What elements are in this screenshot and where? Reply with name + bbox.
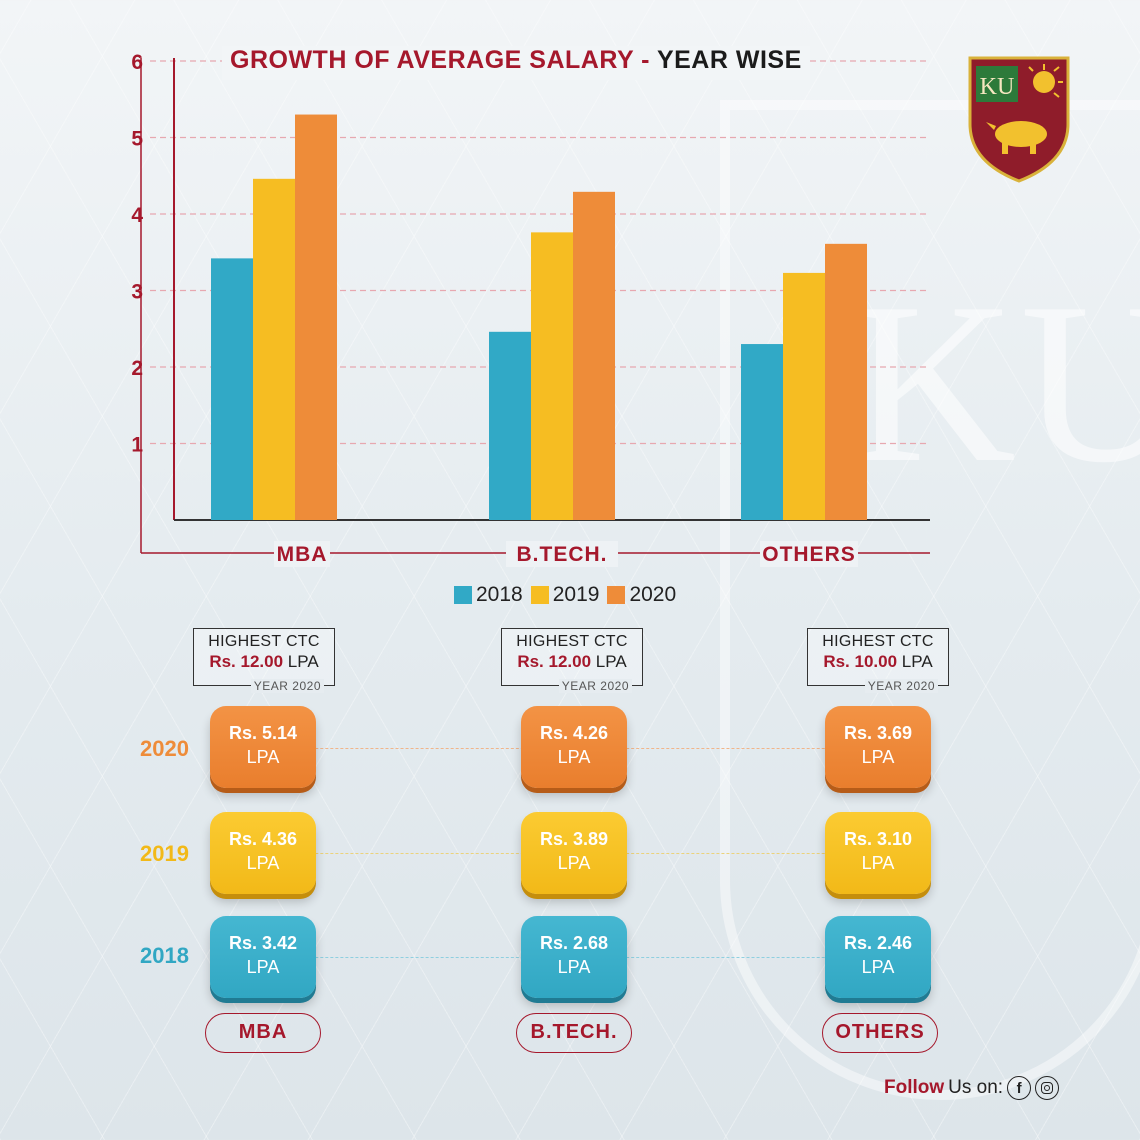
bar-mba-2020 (295, 114, 337, 521)
logo-text: KU (980, 74, 1015, 100)
bar-others-2019 (783, 272, 825, 520)
salary-pill-mba-2018: Rs. 3.42 LPA (210, 916, 316, 998)
salary-pill-others-2018: Rs. 2.46 LPA (825, 916, 931, 998)
year-label-2019: 2019 (140, 841, 189, 866)
highest-ctc-mba: HIGHEST CTC Rs. 12.00 LPA YEAR 2020 (193, 628, 335, 693)
legend-label-2019: 2019 (552, 583, 600, 606)
follow-rest: Us on: (948, 1077, 1004, 1098)
y-tick-label-3: 3 (131, 281, 143, 304)
ctc-year: YEAR 2020 (864, 679, 938, 693)
salary-pill-others-2019: Rs. 3.10 LPA (825, 812, 931, 894)
salary-pill-mba-2020: Rs. 5.14 LPA (210, 706, 316, 788)
category-pill-others: OTHERS (822, 1013, 938, 1053)
ctc-label: HIGHEST CTC (208, 633, 320, 650)
salary-pill-others-2020: Rs. 3.69 LPA (825, 706, 931, 788)
chart-legend: 2018 2019 2020 (454, 583, 676, 607)
ctc-year: YEAR 2020 (558, 679, 632, 693)
highest-ctc-others: HIGHEST CTC Rs. 10.00 LPA YEAR 2020 (807, 628, 949, 693)
ctc-year: YEAR 2020 (250, 679, 324, 693)
category-pill-btech: B.TECH. (516, 1013, 632, 1053)
highest-ctc-btech: HIGHEST CTC Rs. 12.00 LPA YEAR 2020 (501, 628, 643, 693)
y-tick-label-2: 2 (131, 357, 143, 380)
category-label-bg (506, 541, 618, 567)
follow-us: Follow Us on: f (884, 1076, 1060, 1100)
university-logo: KU (968, 56, 1070, 183)
bar-btech-2018 (489, 331, 531, 520)
legend-item-2019: 2019 (530, 583, 600, 607)
salary-pill-btech-2019: Rs. 3.89 LPA (521, 812, 627, 894)
x-tick-label-btech: B.TECH. (517, 543, 608, 566)
legend-swatch-2019 (530, 586, 549, 604)
salary-pill-btech-2020: Rs. 4.26 LPA (521, 706, 627, 788)
ctc-value: Rs. 12.00 LPA (209, 652, 319, 671)
category-label-bg (760, 541, 858, 567)
legend-label-2018: 2018 (476, 583, 523, 606)
instagram-icon[interactable] (1035, 1076, 1060, 1100)
facebook-icon[interactable]: f (1007, 1076, 1032, 1100)
legend-swatch-2018 (454, 586, 472, 604)
x-tick-label-others: OTHERS (762, 543, 856, 566)
bar-others-2020 (825, 243, 867, 520)
ctc-value: Rs. 10.00 LPA (823, 652, 933, 671)
bar-btech-2019 (531, 232, 573, 521)
category-label-bg (274, 541, 330, 567)
bar-mba-2019 (253, 178, 295, 520)
legend-label-2020: 2020 (629, 583, 677, 606)
title-part-2: YEAR WISE (656, 46, 802, 74)
ctc-label: HIGHEST CTC (516, 633, 628, 650)
title-part-1: GROWTH OF AVERAGE SALARY - (230, 46, 650, 74)
category-pill-mba: MBA (205, 1013, 321, 1053)
legend-swatch-2020 (607, 586, 626, 604)
chart-title: GROWTH OF AVERAGE SALARY - YEAR WISE (222, 46, 810, 80)
bar-mba-2018 (211, 258, 253, 520)
y-tick-label-6: 6 (131, 51, 143, 74)
legend-item-2020: 2020 (607, 583, 676, 607)
bar-btech-2020 (573, 191, 615, 520)
year-label-2020: 2020 (140, 736, 189, 761)
follow-label: Follow (884, 1077, 945, 1098)
bar-others-2018 (741, 344, 783, 520)
x-tick-label-mba: MBA (277, 543, 328, 566)
salary-pill-btech-2018: Rs. 2.68 LPA (521, 916, 627, 998)
salary-pill-mba-2019: Rs. 4.36 LPA (210, 812, 316, 894)
year-label-2018: 2018 (140, 943, 189, 968)
ctc-value: Rs. 12.00 LPA (517, 652, 627, 671)
legend-item-2018: 2018 (454, 583, 523, 607)
ctc-label: HIGHEST CTC (822, 633, 934, 650)
